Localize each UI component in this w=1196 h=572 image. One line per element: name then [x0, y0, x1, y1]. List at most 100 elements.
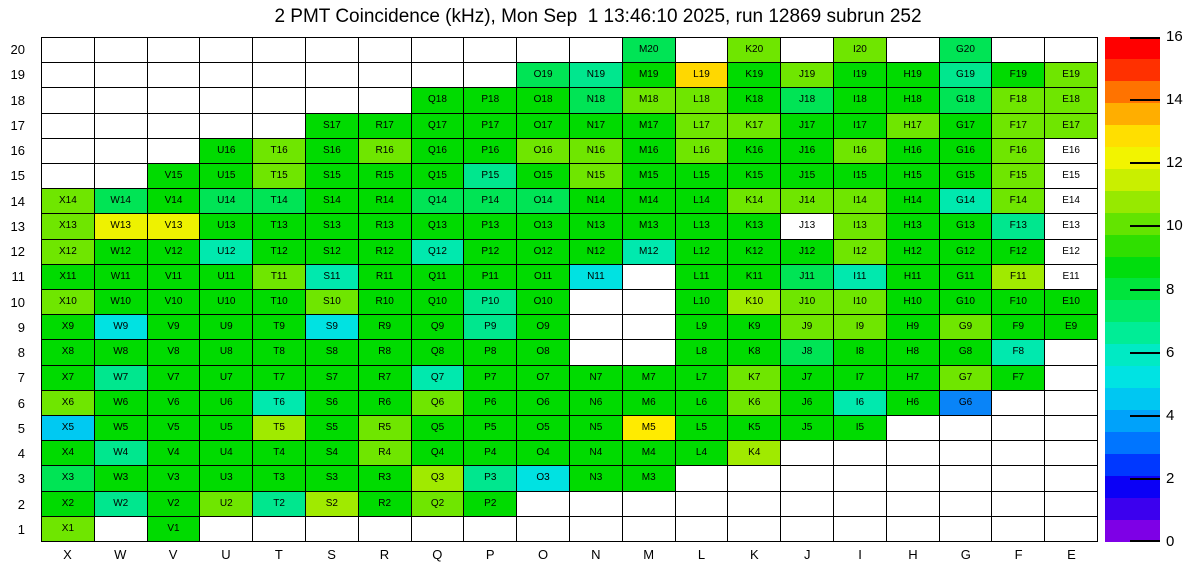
cell-label: T8	[273, 346, 285, 358]
cell-label: W5	[113, 422, 129, 434]
heatmap-cell-X9: X9	[42, 315, 95, 341]
cell-label: K11	[745, 270, 763, 282]
cell-label: K4	[748, 447, 761, 459]
cell-label: S10	[322, 296, 341, 308]
heatmap-cell-empty-S1	[305, 516, 359, 542]
x-axis-label-P: P	[485, 547, 495, 562]
colorbar-tick-4	[1130, 414, 1160, 417]
x-axis-label-J: J	[803, 547, 811, 562]
colorbar-band-17	[1105, 410, 1160, 433]
cell-label: L17	[693, 119, 710, 131]
heatmap-cell-U15: U15	[200, 164, 254, 190]
heatmap-cell-E19: E19	[1045, 63, 1098, 89]
heatmap-cell-S9: S9	[305, 315, 359, 341]
cell-label: I12	[852, 245, 867, 257]
heatmap-cell-O3: O3	[517, 466, 570, 492]
cell-label: F16	[1009, 144, 1027, 156]
heatmap-cell-empty-M2	[622, 491, 676, 517]
heatmap-cell-L16: L16	[675, 138, 729, 164]
cell-label: P8	[484, 346, 497, 358]
cell-label: V8	[167, 346, 180, 358]
y-axis-label-6: 6	[17, 395, 25, 411]
heatmap-cell-empty-J1	[781, 516, 834, 542]
heatmap-cell-I18: I18	[833, 88, 887, 114]
heatmap-cell-J14: J14	[781, 189, 834, 215]
y-axis-label-11: 11	[11, 269, 26, 285]
heatmap-cell-J6: J6	[781, 390, 834, 416]
heatmap-cell-I12: I12	[833, 239, 887, 265]
cell-label: L6	[695, 396, 708, 408]
heatmap-cell-empty-P1	[464, 516, 518, 542]
cell-label: G9	[958, 321, 973, 333]
heatmap-cell-X4: X4	[42, 441, 95, 467]
cell-label: T12	[270, 245, 288, 257]
heatmap-cell-empty-E20	[1045, 38, 1098, 64]
cell-label: U10	[217, 296, 236, 308]
colorbar-band-18	[1105, 432, 1160, 455]
heatmap-cell-Q15: Q15	[411, 164, 465, 190]
y-axis-label-1: 1	[17, 521, 25, 537]
cell-label: E10	[1062, 296, 1080, 308]
heatmap-cell-H10: H10	[886, 290, 940, 316]
heatmap-cell-P4: P4	[464, 441, 518, 467]
y-axis-label-8: 8	[17, 345, 25, 361]
heatmap-cell-empty-M8	[622, 340, 676, 366]
heatmap-cell-O19: O19	[517, 63, 570, 89]
heatmap-cell-V2: V2	[147, 491, 201, 517]
heatmap-cell-K6: K6	[728, 390, 782, 416]
cell-label: J6	[801, 396, 813, 408]
heatmap-cell-N13: N13	[569, 214, 623, 240]
heatmap-cell-O4: O4	[517, 441, 570, 467]
heatmap-cell-Q9: Q9	[411, 315, 465, 341]
heatmap-cell-J19: J19	[781, 63, 834, 89]
cell-label: P12	[481, 245, 500, 257]
heatmap-cell-F10: F10	[992, 290, 1046, 316]
cell-label: Q13	[428, 220, 447, 232]
cell-label: V11	[164, 270, 183, 282]
cell-label: V13	[164, 220, 183, 232]
colorbar-label-6: 6	[1166, 343, 1175, 361]
heatmap-cell-L17: L17	[675, 113, 729, 139]
heatmap-cell-V1: V1	[147, 516, 201, 542]
cell-label: I5	[855, 422, 865, 434]
heatmap-cell-empty-N1	[569, 516, 623, 542]
cell-label: T5	[273, 422, 285, 434]
heatmap-cell-I13: I13	[833, 214, 887, 240]
heatmap-cell-V5: V5	[147, 416, 201, 442]
heatmap-cell-empty-G2	[939, 491, 993, 517]
cell-label: J17	[799, 119, 816, 131]
cell-label: S12	[322, 245, 341, 257]
cell-label: M7	[641, 371, 656, 383]
heatmap-cell-empty-V20	[147, 38, 201, 64]
cell-label: V3	[167, 472, 180, 484]
heatmap-cell-O15: O15	[517, 164, 570, 190]
cell-label: W2	[113, 497, 129, 509]
heatmap-cell-T14: T14	[253, 189, 306, 215]
colorbar-band-16	[1105, 388, 1160, 411]
colorbar-band-22	[1105, 519, 1160, 542]
colorbar-band-21	[1105, 498, 1160, 520]
cell-label: W6	[113, 396, 129, 408]
cell-label: O18	[533, 94, 553, 106]
cell-label: X13	[59, 220, 77, 232]
heatmap-cell-L13: L13	[675, 214, 729, 240]
cell-label: E17	[1062, 119, 1080, 131]
colorbar-label-8: 8	[1166, 280, 1175, 298]
cell-label: I16	[852, 144, 867, 156]
heatmap-cell-K7: K7	[728, 365, 782, 391]
heatmap-cell-W8: W8	[94, 340, 148, 366]
heatmap-cell-W13: W13	[94, 214, 148, 240]
cell-label: U2	[219, 497, 233, 509]
cell-label: O9	[536, 321, 550, 333]
cell-label: E12	[1062, 245, 1080, 257]
heatmap-cell-O16: O16	[517, 138, 570, 164]
heatmap-cell-K18: K18	[728, 88, 782, 114]
heatmap-cell-W5: W5	[94, 416, 148, 442]
heatmap-cell-J7: J7	[781, 365, 834, 391]
cell-label: H13	[903, 220, 922, 232]
cell-label: U4	[219, 447, 233, 459]
cell-label: F14	[1009, 195, 1027, 207]
heatmap-cell-empty-E5	[1045, 416, 1098, 442]
cell-label: N15	[586, 170, 606, 182]
heatmap-cell-empty-F4	[992, 441, 1046, 467]
